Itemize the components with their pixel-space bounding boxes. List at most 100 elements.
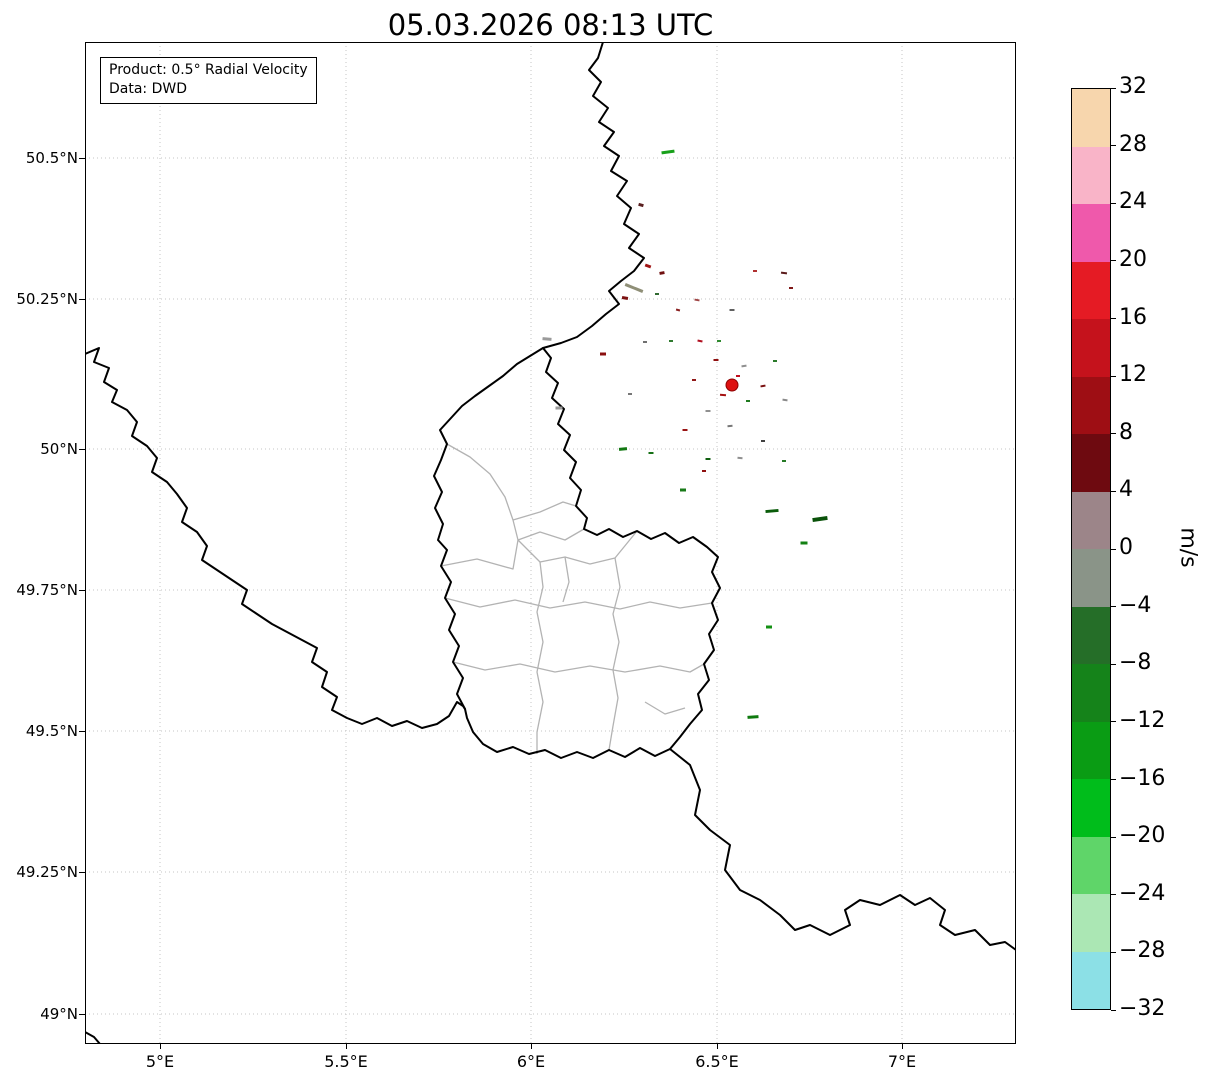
colorbar-tick-mark	[1111, 433, 1116, 435]
colorbar-segment	[1072, 779, 1110, 837]
colorbar-tick-label: −16	[1119, 765, 1166, 791]
radar-echo	[812, 515, 828, 523]
y-tick-mark	[79, 872, 85, 873]
canton-border	[446, 443, 519, 541]
y-tick-mark	[79, 299, 85, 300]
y-tick-label: 49.75°N	[16, 581, 78, 599]
colorbar-tick-label: −4	[1119, 592, 1152, 618]
colorbar-tick-mark	[1111, 375, 1116, 377]
colorbar-tick-mark	[1111, 779, 1116, 780]
product-annotation-box: Product: 0.5° Radial Velocity Data: DWD	[100, 57, 317, 104]
colorbar-segment	[1072, 204, 1110, 262]
colorbar-segment	[1072, 261, 1110, 319]
x-tick-label: 6.5°E	[695, 1052, 739, 1071]
map-plot-area	[85, 42, 1016, 1044]
y-tick-label: 50°N	[40, 440, 78, 458]
country-border	[433, 347, 721, 759]
colorbar-tick-mark	[1111, 260, 1116, 262]
country-border	[669, 748, 1016, 951]
radar-echo	[648, 452, 654, 454]
colorbar-tick-mark	[1111, 663, 1116, 665]
radar-echo	[643, 341, 647, 343]
plot-title: 05.03.2026 08:13 UTC	[387, 8, 714, 42]
y-tick-mark	[79, 590, 85, 591]
radar-echo	[600, 352, 606, 356]
annotation-product-line: Product: 0.5° Radial Velocity	[109, 62, 308, 78]
radar-echo	[729, 309, 735, 311]
colorbar-tick-mark	[1111, 951, 1116, 953]
x-tick-mark	[160, 1044, 161, 1049]
radar-echo	[669, 340, 673, 342]
colorbar-tick-mark	[1111, 145, 1116, 147]
radar-echo	[692, 379, 696, 381]
canton-border	[440, 528, 585, 570]
colorbar-tick-mark	[1111, 548, 1116, 550]
colorbar-segment	[1072, 146, 1110, 204]
canton-border	[517, 530, 638, 565]
map-svg	[85, 42, 1016, 1044]
radar-echo	[789, 287, 793, 289]
radar-echo	[782, 460, 786, 462]
colorbar-segment	[1072, 491, 1110, 549]
radar-echo	[702, 470, 706, 472]
radar-echo	[753, 270, 757, 272]
y-tick-label: 49.25°N	[16, 863, 78, 881]
colorbar-segment	[1072, 319, 1110, 377]
colorbar-tick-mark	[1111, 202, 1116, 204]
colorbar-tick-mark	[1111, 836, 1116, 838]
colorbar-segment	[1072, 894, 1110, 952]
country-border	[542, 42, 645, 349]
radar-echo	[675, 308, 681, 312]
canton-border	[536, 561, 544, 754]
plot-frame	[85, 42, 1016, 1044]
colorbar-tick-mark	[1111, 606, 1116, 608]
colorbar	[1071, 88, 1111, 1010]
country-border	[85, 347, 466, 729]
x-tick-label: 7°E	[887, 1052, 917, 1071]
radar-echo	[719, 393, 727, 397]
colorbar-tick-label: −12	[1119, 707, 1166, 733]
radar-echo	[800, 541, 808, 545]
radar-echo	[717, 340, 721, 342]
colorbar-segment	[1072, 89, 1110, 147]
colorbar-tick-mark	[1111, 721, 1116, 723]
radar-echo	[618, 447, 628, 451]
y-tick-mark	[79, 158, 85, 159]
colorbar-unit-label: m/s	[1175, 527, 1201, 568]
x-tick-mark	[346, 1044, 347, 1049]
radar-echo	[747, 715, 759, 719]
colorbar-segment	[1072, 549, 1110, 607]
radar-echo	[621, 296, 629, 300]
radar-echo	[713, 359, 719, 361]
y-tick-mark	[79, 449, 85, 450]
radar-echo	[638, 202, 644, 208]
radar-echo	[655, 293, 659, 295]
canton-border	[444, 597, 713, 610]
radar-echo	[761, 440, 765, 442]
radar-echo	[705, 410, 711, 412]
radar-echo	[765, 508, 779, 514]
radar-echo	[680, 488, 686, 492]
canton-border	[512, 501, 577, 521]
colorbar-tick-mark	[1111, 318, 1116, 319]
x-tick-mark	[531, 1044, 532, 1049]
colorbar-tick-label: −28	[1119, 938, 1166, 964]
x-tick-label: 5.5°E	[324, 1052, 368, 1071]
y-tick-label: 49.5°N	[25, 722, 78, 740]
radar-echo	[542, 337, 552, 341]
annotation-data-line: Data: DWD	[109, 80, 187, 97]
radar-site-marker	[725, 378, 739, 392]
x-tick-mark	[717, 1044, 718, 1049]
radar-echo	[697, 339, 703, 343]
x-tick-label: 5°E	[145, 1052, 175, 1071]
colorbar-tick-label: −8	[1119, 650, 1152, 676]
colorbar-tick-mark	[1111, 894, 1116, 896]
colorbar-tick-mark	[1111, 87, 1116, 89]
y-tick-label: 50.5°N	[25, 149, 78, 167]
colorbar-tick-label: 28	[1119, 131, 1147, 157]
canton-border	[562, 556, 570, 603]
colorbar-segment	[1072, 606, 1110, 664]
radar-echo	[782, 398, 788, 402]
colorbar-tick-label: −24	[1119, 880, 1166, 906]
